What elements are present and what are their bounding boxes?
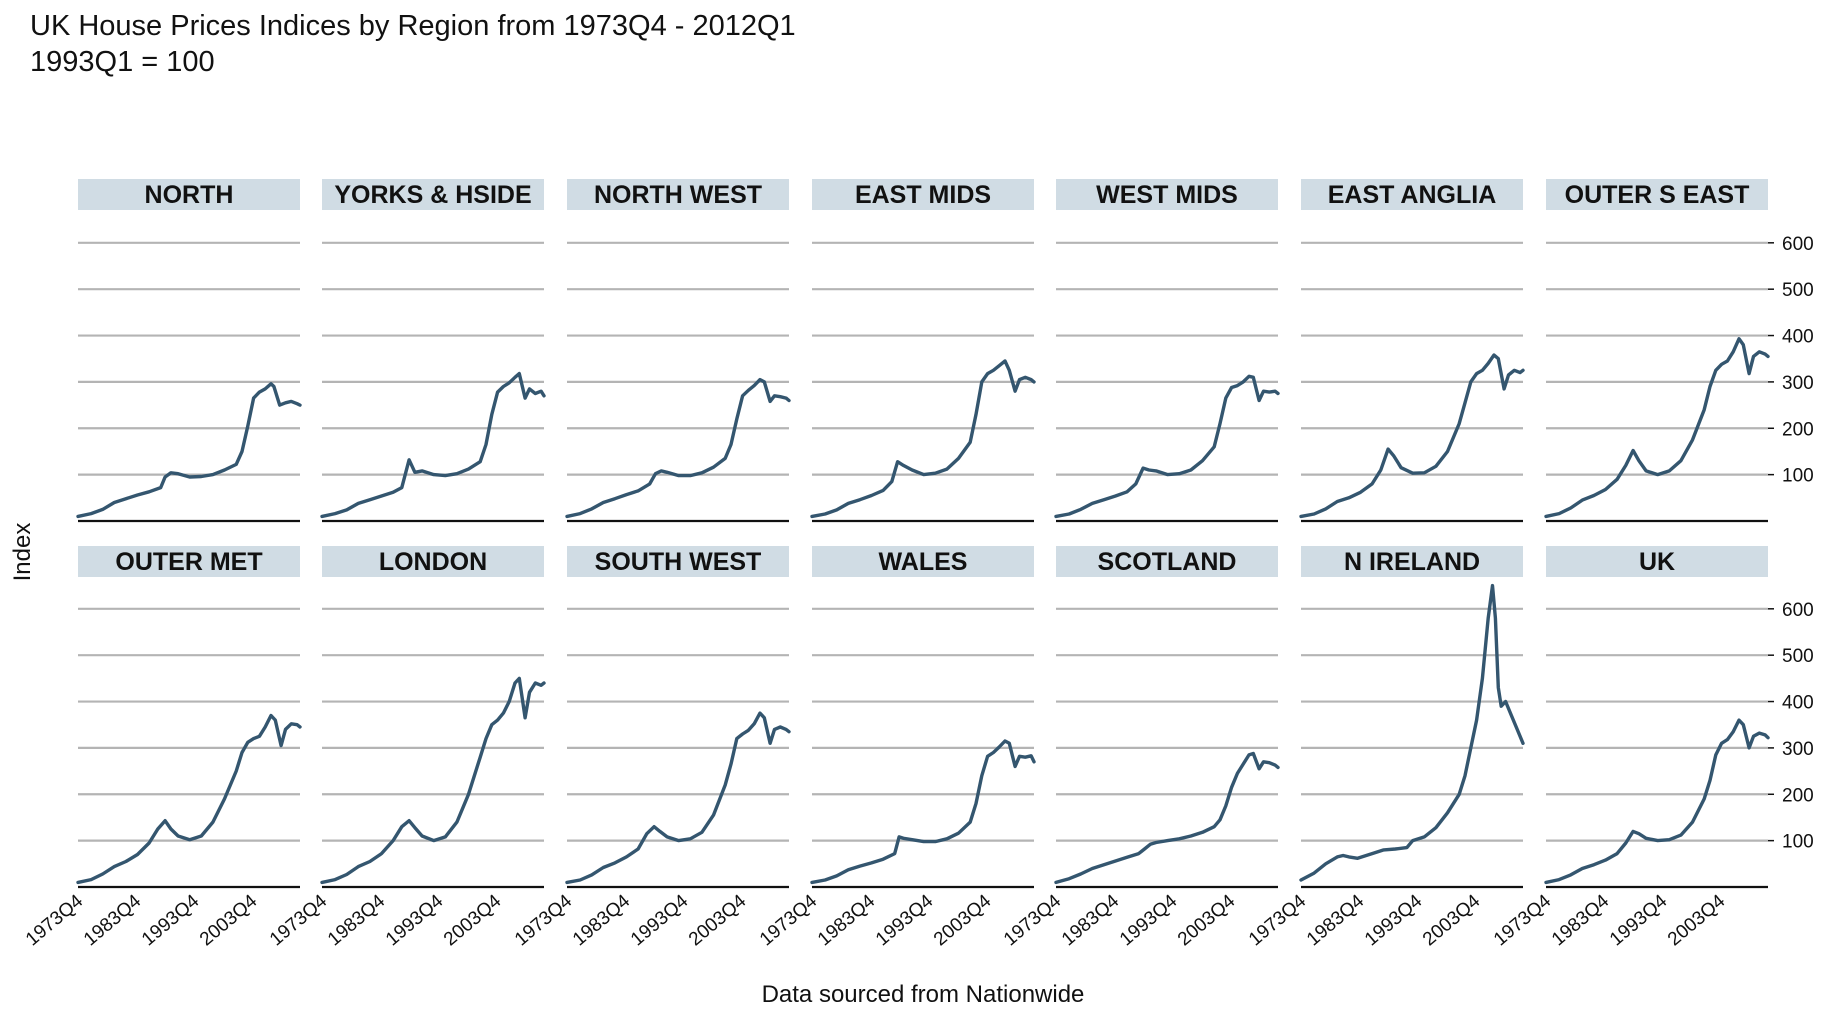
- facet-label: YORKS & HSIDE: [334, 181, 531, 209]
- y-tick-label: 400: [1782, 327, 1814, 348]
- series-line-uk: [1544, 718, 1770, 885]
- x-tick-label: 2003Q4: [1664, 890, 1730, 950]
- series-line-east-anglia: [1299, 353, 1525, 519]
- facet-strip-scotland: [1056, 546, 1278, 577]
- series-line-outer-met: [76, 713, 302, 885]
- y-axis-title: Index: [9, 523, 36, 582]
- y-tick-label: 100: [1782, 832, 1814, 853]
- series-line-scotland: [1054, 751, 1280, 885]
- y-tick-label: 200: [1782, 419, 1814, 440]
- x-tick-label: 2003Q4: [930, 890, 996, 950]
- chart-title: UK House Prices Indices by Region from 1…: [30, 10, 796, 42]
- y-tick-label: 100: [1782, 466, 1814, 487]
- y-tick-label: 300: [1782, 739, 1814, 760]
- x-tick-label: 2003Q4: [1174, 890, 1240, 950]
- x-tick-label: 1993Q4: [1606, 890, 1672, 950]
- facet-strip-east-anglia: [1301, 179, 1523, 210]
- x-tick-label: 2003Q4: [196, 890, 262, 950]
- facet-label: NORTH: [145, 181, 234, 209]
- y-tick-label: 200: [1782, 785, 1814, 806]
- facet-label: WALES: [879, 548, 968, 576]
- series-line-outer-s-east: [1544, 337, 1770, 519]
- facet-strip-east-mids: [812, 179, 1034, 210]
- y-tick-label: 500: [1782, 280, 1814, 301]
- facet-label: SCOTLAND: [1098, 548, 1237, 576]
- series-line-west-mids: [1054, 374, 1280, 519]
- x-tick-label: 1973Q4: [756, 890, 822, 950]
- facet-strip-west-mids: [1056, 179, 1278, 210]
- x-axis-title: Data sourced from Nationwide: [762, 981, 1085, 1008]
- facet-strip-wales: [812, 546, 1034, 577]
- facet-strip-uk: [1546, 546, 1768, 577]
- facet-label: UK: [1639, 548, 1675, 576]
- x-tick-label: 1973Q4: [1000, 890, 1066, 950]
- series-line-n-ireland: [1299, 583, 1525, 882]
- facet-strip-yorks-hside: [322, 179, 544, 210]
- facet-strip-london: [322, 546, 544, 577]
- x-tick-label: 1983Q4: [1303, 890, 1369, 950]
- series-line-north: [76, 382, 302, 519]
- facet-label: OUTER S EAST: [1565, 181, 1750, 209]
- x-tick-label: 2003Q4: [685, 890, 751, 950]
- x-tick-label: 1983Q4: [324, 890, 390, 950]
- facet-strip-north-west: [567, 179, 789, 210]
- x-tick-label: 1993Q4: [138, 890, 204, 950]
- x-tick-label: 1993Q4: [872, 890, 938, 950]
- y-tick-label: 600: [1782, 234, 1814, 255]
- facet-strip-outer-met: [78, 546, 300, 577]
- facet-strip-north: [78, 179, 300, 210]
- x-tick-label: 1973Q4: [1245, 890, 1311, 950]
- x-tick-label: 2003Q4: [440, 890, 506, 950]
- series-line-london: [320, 676, 546, 885]
- x-tick-label: 1983Q4: [814, 890, 880, 950]
- x-tick-label: 1973Q4: [1490, 890, 1556, 950]
- x-tick-label: 1993Q4: [1116, 890, 1182, 950]
- x-tick-label: 1973Q4: [22, 890, 88, 950]
- facet-label: EAST MIDS: [855, 181, 991, 209]
- facet-label: OUTER MET: [115, 548, 262, 576]
- series-line-east-mids: [810, 359, 1036, 519]
- y-tick-label: 400: [1782, 693, 1814, 714]
- x-tick-label: 1973Q4: [511, 890, 577, 950]
- facet-label: EAST ANGLIA: [1328, 181, 1497, 209]
- chart-subtitle: 1993Q1 = 100: [30, 46, 215, 78]
- series-line-north-west: [565, 377, 791, 519]
- facet-label: N IRELAND: [1344, 548, 1480, 576]
- x-tick-label: 1993Q4: [382, 890, 448, 950]
- x-tick-label: 1983Q4: [1548, 890, 1614, 950]
- facet-label: WEST MIDS: [1096, 181, 1238, 209]
- facet-label: SOUTH WEST: [595, 548, 762, 576]
- series-line-wales: [810, 739, 1036, 885]
- x-tick-label: 1973Q4: [266, 890, 332, 950]
- facet-strip-outer-s-east: [1546, 179, 1768, 210]
- facet-label: NORTH WEST: [594, 181, 762, 209]
- facet-strip-n-ireland: [1301, 546, 1523, 577]
- y-tick-label: 500: [1782, 646, 1814, 667]
- x-tick-label: 2003Q4: [1419, 890, 1485, 950]
- x-tick-label: 1983Q4: [1058, 890, 1124, 950]
- x-tick-label: 1993Q4: [627, 890, 693, 950]
- series-line-yorks-hside: [320, 371, 546, 519]
- x-tick-label: 1993Q4: [1361, 890, 1427, 950]
- y-tick-label: 300: [1782, 373, 1814, 394]
- facet-strip-south-west: [567, 546, 789, 577]
- x-tick-label: 1983Q4: [569, 890, 635, 950]
- series-line-south-west: [565, 711, 791, 885]
- y-tick-label: 600: [1782, 600, 1814, 621]
- x-tick-label: 1983Q4: [80, 890, 146, 950]
- facet-label: LONDON: [379, 548, 487, 576]
